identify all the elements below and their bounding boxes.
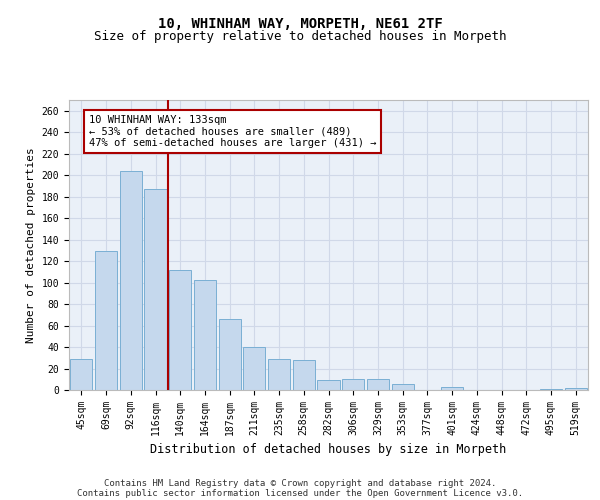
Bar [441,387,463,390]
X-axis label: Distribution of detached houses by size in Morpeth: Distribution of detached houses by size … [151,444,506,456]
Bar [95,252,117,390]
Text: Size of property relative to detached houses in Morpeth: Size of property relative to detached ho… [94,30,506,43]
Bar [70,359,92,390]
Text: 10, WHINHAM WAY, MORPETH, NE61 2TF: 10, WHINHAM WAY, MORPETH, NE61 2TF [158,18,442,32]
Bar [268,359,290,390]
Bar [565,388,587,390]
Y-axis label: Number of detached properties: Number of detached properties [26,147,36,343]
Bar [317,380,340,390]
Bar [392,384,414,390]
Bar [194,280,216,390]
Bar [119,171,142,390]
Bar [145,189,167,390]
Text: Contains public sector information licensed under the Open Government Licence v3: Contains public sector information licen… [77,488,523,498]
Bar [169,270,191,390]
Bar [540,389,562,390]
Text: Contains HM Land Registry data © Crown copyright and database right 2024.: Contains HM Land Registry data © Crown c… [104,478,496,488]
Bar [367,380,389,390]
Bar [293,360,315,390]
Bar [342,380,364,390]
Text: 10 WHINHAM WAY: 133sqm
← 53% of detached houses are smaller (489)
47% of semi-de: 10 WHINHAM WAY: 133sqm ← 53% of detached… [89,115,376,148]
Bar [243,347,265,390]
Bar [218,319,241,390]
